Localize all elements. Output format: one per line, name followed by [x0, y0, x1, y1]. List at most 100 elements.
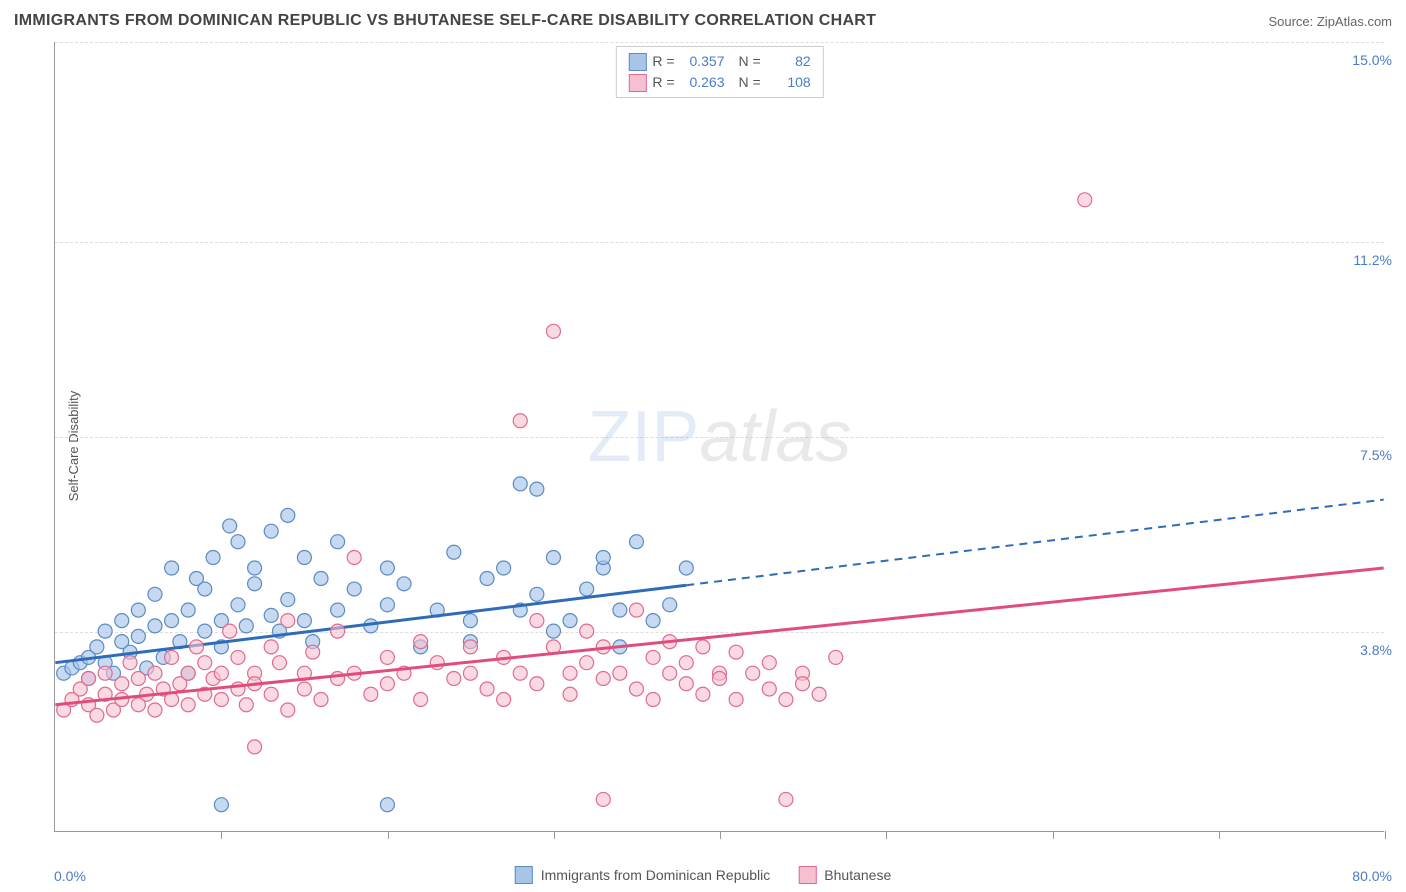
data-point — [331, 603, 345, 617]
data-point — [90, 708, 104, 722]
data-point — [696, 640, 710, 654]
data-point — [189, 640, 203, 654]
data-point — [181, 698, 195, 712]
legend-label-2: Bhutanese — [824, 867, 891, 883]
x-axis-legend: Immigrants from Dominican Republic Bhuta… — [515, 866, 891, 884]
stats-r-label: R = — [652, 51, 674, 72]
data-point — [646, 650, 660, 664]
data-point — [148, 666, 162, 680]
legend-label-1: Immigrants from Dominican Republic — [541, 867, 771, 883]
title-bar: IMMIGRANTS FROM DOMINICAN REPUBLIC VS BH… — [14, 12, 1392, 30]
data-point — [331, 535, 345, 549]
data-point — [364, 687, 378, 701]
data-point — [214, 798, 228, 812]
stats-r-value-2: 0.263 — [681, 72, 725, 93]
swatch-series-1 — [628, 53, 646, 71]
data-point — [248, 577, 262, 591]
x-tick — [554, 831, 555, 839]
data-point — [596, 792, 610, 806]
x-tick — [720, 831, 721, 839]
data-point — [530, 614, 544, 628]
data-point — [380, 798, 394, 812]
data-point — [447, 545, 461, 559]
data-point — [223, 519, 237, 533]
stats-row-series-2: R = 0.263 N = 108 — [628, 72, 810, 93]
stats-r-label-2: R = — [652, 72, 674, 93]
data-point — [613, 603, 627, 617]
x-tick-min: 0.0% — [54, 868, 86, 884]
data-point — [430, 656, 444, 670]
data-point — [463, 640, 477, 654]
data-point — [397, 577, 411, 591]
data-point — [463, 614, 477, 628]
data-point — [513, 666, 527, 680]
data-point — [380, 598, 394, 612]
data-point — [231, 535, 245, 549]
data-point — [729, 693, 743, 707]
data-point — [181, 666, 195, 680]
data-point — [273, 656, 287, 670]
data-point — [331, 624, 345, 638]
data-point — [264, 640, 278, 654]
data-point — [198, 624, 212, 638]
data-point — [497, 693, 511, 707]
data-point — [414, 693, 428, 707]
data-point — [596, 671, 610, 685]
source-label: Source: ZipAtlas.com — [1268, 14, 1392, 29]
stats-r-value-1: 0.357 — [681, 51, 725, 72]
data-point — [239, 698, 253, 712]
x-tick — [1053, 831, 1054, 839]
data-point — [82, 671, 96, 685]
data-point — [729, 645, 743, 659]
stats-n-label-2: N = — [739, 72, 761, 93]
data-point — [596, 550, 610, 564]
data-point — [629, 603, 643, 617]
data-point — [679, 561, 693, 575]
data-point — [115, 677, 129, 691]
x-tick — [221, 831, 222, 839]
data-point — [663, 666, 677, 680]
data-point — [98, 666, 112, 680]
chart-title: IMMIGRANTS FROM DOMINICAN REPUBLIC VS BH… — [14, 12, 876, 30]
data-point — [679, 677, 693, 691]
data-point — [297, 682, 311, 696]
data-point — [563, 687, 577, 701]
data-point — [131, 671, 145, 685]
stats-row-series-1: R = 0.357 N = 82 — [628, 51, 810, 72]
data-point — [281, 593, 295, 607]
data-point — [198, 656, 212, 670]
data-point — [98, 624, 112, 638]
data-point — [231, 650, 245, 664]
data-point — [812, 687, 826, 701]
data-point — [779, 792, 793, 806]
data-point — [829, 650, 843, 664]
legend-item-1: Immigrants from Dominican Republic — [515, 866, 771, 884]
data-point — [796, 677, 810, 691]
data-point — [206, 550, 220, 564]
data-point — [331, 671, 345, 685]
data-point — [513, 414, 527, 428]
data-point — [646, 614, 660, 628]
data-point — [281, 508, 295, 522]
data-point — [713, 671, 727, 685]
x-tick — [388, 831, 389, 839]
data-point — [148, 703, 162, 717]
data-point — [214, 693, 228, 707]
x-tick — [886, 831, 887, 839]
data-point — [497, 561, 511, 575]
stats-n-value-2: 108 — [767, 72, 811, 93]
chart-svg — [55, 42, 1384, 831]
swatch-series-2 — [628, 74, 646, 92]
data-point — [264, 524, 278, 538]
data-point — [530, 482, 544, 496]
data-point — [762, 656, 776, 670]
data-point — [380, 650, 394, 664]
data-point — [480, 682, 494, 696]
legend-item-2: Bhutanese — [798, 866, 891, 884]
stats-n-value-1: 82 — [767, 51, 811, 72]
data-point — [414, 635, 428, 649]
data-point — [297, 614, 311, 628]
data-point — [314, 572, 328, 586]
data-point — [1078, 193, 1092, 207]
data-point — [563, 666, 577, 680]
